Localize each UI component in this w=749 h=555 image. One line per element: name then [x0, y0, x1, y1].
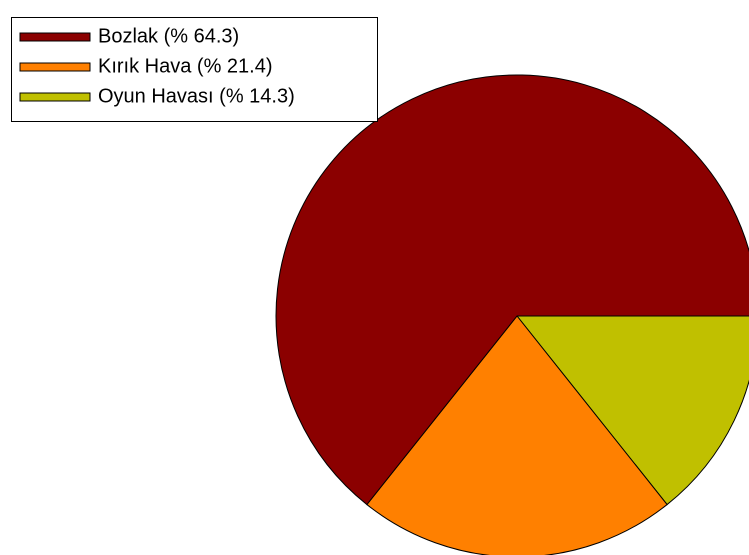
pie-slice	[275, 74, 749, 506]
legend-swatch	[19, 92, 91, 102]
pie-slice	[515, 315, 749, 506]
legend-label: Kırık Hava (% 21.4)	[98, 55, 273, 77]
legend-label: Bozlak (% 64.3)	[98, 25, 239, 47]
pie-slice	[366, 315, 668, 555]
legend-swatch	[19, 32, 91, 42]
legend-label: Oyun Havası (% 14.3)	[98, 85, 295, 107]
legend-swatch	[19, 62, 91, 72]
